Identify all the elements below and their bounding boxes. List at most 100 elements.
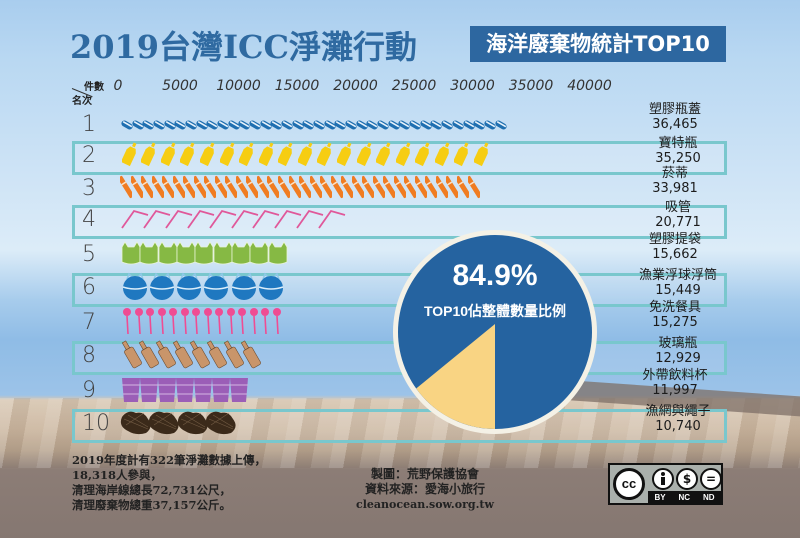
straw-icon [273, 207, 302, 233]
plastic-bag-icon [120, 241, 141, 269]
by-person-icon [652, 468, 674, 490]
rank-number: 4 [82, 207, 96, 232]
pictogram-bar [120, 308, 281, 335]
bottle-cap-icon [344, 116, 357, 135]
pet-bottle-icon [257, 141, 277, 171]
cigarette-butt-icon [296, 174, 314, 204]
cigarette-butt-icon [275, 174, 293, 204]
noderivatives-icon: = [700, 468, 722, 490]
rank-number: 3 [82, 176, 96, 201]
fishing-net-icon [177, 409, 208, 439]
cigarette-butt-icon [349, 174, 366, 204]
plastic-bag-icon [212, 241, 233, 269]
x-tick-label: 25000 [391, 78, 437, 94]
pet-bottle-icon [355, 141, 375, 171]
cigarette-butt-icon [244, 174, 261, 204]
bottle-cap-icon [237, 116, 250, 135]
straw-icon [230, 207, 258, 233]
disposable-cutlery-icon [201, 307, 213, 339]
cigarette-butt-icon [149, 174, 166, 204]
bottle-cap-icon [205, 116, 218, 135]
ranking-row: 2 寶特瓶 35,250 [72, 136, 727, 175]
item-label: 菸蒂 33,981 [620, 166, 730, 196]
glass-bottle-icon [205, 339, 228, 373]
fishing-buoy-icon [201, 272, 229, 304]
bottle-cap-icon [419, 116, 432, 135]
bottle-cap-icon [291, 116, 304, 135]
item-count: 36,465 [652, 117, 698, 132]
glass-bottle-icon [137, 339, 159, 373]
website-link[interactable]: cleanocean.sow.org.tw [356, 498, 494, 511]
disposable-cutlery-icon [120, 307, 132, 339]
cigarette-butt-icon [160, 174, 177, 204]
summary-stats: 2019年度計有322筆淨灘數據上傳， 18,318人參與， 清理海岸線總長72… [72, 453, 266, 513]
page-title: 2019台灣ICC淨灘行動 [70, 28, 417, 66]
x-tick-label: 30000 [450, 78, 495, 94]
cigarette-butt-icon [223, 174, 240, 204]
x-tick-label: 40000 [567, 78, 612, 94]
bottle-cap-icon [429, 116, 443, 135]
subtitle-badge: 海洋廢棄物統計TOP10 [470, 26, 726, 62]
plastic-bag-icon [267, 241, 288, 269]
pet-bottle-icon [277, 141, 297, 171]
bottle-cap-icon [259, 116, 272, 135]
pictogram-bar [120, 340, 262, 369]
license-nd: ND [702, 492, 715, 502]
cigarette-butt-icon [307, 174, 324, 204]
rank-number: 2 [82, 143, 96, 168]
bottle-cap-icon [323, 116, 336, 135]
rank-number: 7 [82, 310, 96, 335]
fishing-buoy-icon [174, 272, 202, 304]
plastic-bag-icon [230, 241, 251, 269]
bottle-cap-icon [141, 116, 154, 135]
bottle-cap-icon [131, 116, 144, 135]
bottle-cap-icon [472, 116, 485, 135]
bottle-cap-icon [227, 116, 240, 135]
pet-bottle-icon [433, 141, 453, 171]
cigarette-butt-icon [444, 174, 461, 204]
bottle-cap-icon [333, 116, 347, 135]
item-name: 塑膠瓶蓋 [648, 102, 701, 117]
disposable-cutlery-icon [270, 307, 282, 339]
license-by: BY [654, 492, 666, 502]
plastic-bag-icon [193, 241, 214, 269]
pet-bottle-icon [472, 141, 492, 171]
bottle-cap-icon [397, 116, 411, 135]
item-name: 漁業浮球浮筒 [638, 268, 717, 283]
rank-number: 10 [82, 411, 110, 436]
bottle-cap-icon [248, 116, 261, 135]
pictogram-bar [120, 207, 346, 233]
cigarette-butt-icon [117, 174, 135, 204]
cigarette-butt-icon [360, 174, 377, 204]
credit-source: 資料來源：愛海小旅行 [364, 482, 485, 496]
x-tick-label: 0 [113, 78, 123, 94]
plastic-bag-icon [248, 241, 269, 269]
item-name: 寶特瓶 [658, 136, 698, 151]
drink-cup-icon [228, 375, 249, 407]
fishing-buoy-icon [229, 272, 256, 304]
credits: 製圖：荒野保護協會 資料來源：愛海小旅行 cleanocean.sow.org.… [355, 467, 495, 512]
item-name: 免洗餐具 [648, 300, 701, 315]
straw-icon [186, 207, 214, 233]
cigarette-butt-icon [317, 174, 335, 204]
cc-license-badge[interactable]: cc $ = BY NC ND [608, 463, 723, 505]
pet-bottle-icon [335, 141, 355, 171]
disposable-cutlery-icon [212, 307, 224, 339]
cigarette-butt-icon [433, 174, 451, 204]
straw-icon [251, 207, 280, 233]
x-tick-label: 5000 [162, 78, 198, 94]
disposable-cutlery-icon [143, 307, 155, 339]
bottle-cap-icon [483, 116, 496, 135]
ranking-row: 7 免洗餐具 15,275 [72, 300, 727, 339]
bottle-cap-icon [387, 116, 400, 135]
cc-icon: cc [613, 468, 645, 500]
bottle-cap-icon [173, 116, 186, 135]
bottle-cap-icon [269, 116, 283, 135]
top10-share-pie: 84.9% TOP10佔整體數量比例 [392, 229, 598, 435]
pet-bottle-icon [394, 141, 414, 171]
pictogram-bar [120, 241, 288, 269]
pet-bottle-icon [140, 141, 160, 171]
plastic-bag-icon [138, 241, 159, 269]
drink-cup-icon [174, 375, 195, 407]
cigarette-butt-icon [128, 174, 145, 204]
